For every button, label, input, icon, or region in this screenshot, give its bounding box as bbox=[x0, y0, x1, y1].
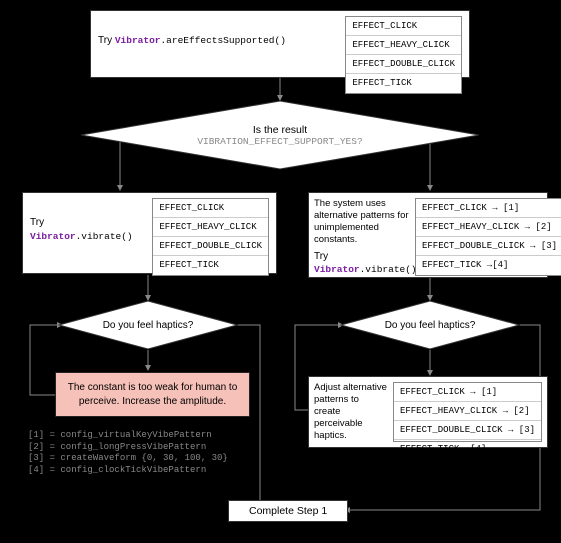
effects-list-top: EFFECT_CLICK EFFECT_HEAVY_CLICK EFFECT_D… bbox=[345, 16, 462, 94]
decision-line1: Is the result bbox=[253, 124, 307, 136]
alt-text: The system uses alternative patterns for… bbox=[314, 198, 409, 246]
effect-item: EFFECT_TICK →[4] bbox=[394, 440, 541, 458]
effect-item: EFFECT_TICK →[4] bbox=[416, 256, 561, 274]
decision-line2: VIBRATION_EFFECT_SUPPORT_YES? bbox=[197, 136, 362, 147]
effect-item: EFFECT_TICK bbox=[346, 74, 461, 92]
code-method: .vibrate() bbox=[76, 231, 133, 242]
final-text: Complete Step 1 bbox=[249, 505, 327, 517]
adjust-text: Adjust alternative patterns to create pe… bbox=[314, 382, 387, 442]
legend-item: [1] = config_virtualKeyVibePattern bbox=[28, 430, 228, 442]
effect-item: EFFECT_HEAVY_CLICK bbox=[153, 218, 268, 237]
code-class: Vibrator bbox=[314, 264, 360, 275]
decision-support-yes: Is the result VIBRATION_EFFECT_SUPPORT_Y… bbox=[80, 100, 480, 170]
legend: [1] = config_virtualKeyVibePattern [2] =… bbox=[28, 430, 228, 477]
effect-item: EFFECT_HEAVY_CLICK → [2] bbox=[416, 218, 561, 237]
node-adjust-patterns: Adjust alternative patterns to create pe… bbox=[308, 376, 548, 448]
node-complete-step: Complete Step 1 bbox=[228, 500, 348, 522]
effect-item: EFFECT_HEAVY_CLICK → [2] bbox=[394, 402, 541, 421]
node-alt-patterns: The system uses alternative patterns for… bbox=[308, 192, 548, 278]
code-method: .areEffectsSupported() bbox=[160, 35, 285, 46]
effect-item: EFFECT_DOUBLE_CLICK bbox=[153, 237, 268, 256]
effect-item: EFFECT_CLICK bbox=[153, 199, 268, 218]
legend-item: [3] = createWaveform {0, 30, 100, 30} bbox=[28, 453, 228, 465]
effects-list-right: EFFECT_CLICK → [1] EFFECT_HEAVY_CLICK → … bbox=[415, 198, 561, 276]
effect-item: EFFECT_DOUBLE_CLICK → [3] bbox=[394, 421, 541, 440]
decision-feel-haptics-right: Do you feel haptics? bbox=[340, 300, 520, 350]
decision-text: Do you feel haptics? bbox=[103, 320, 194, 331]
decision-feel-haptics-left: Do you feel haptics? bbox=[58, 300, 238, 350]
code-class: Vibrator bbox=[115, 35, 161, 46]
effect-item: EFFECT_TICK bbox=[153, 256, 268, 274]
effects-list-adjust: EFFECT_CLICK → [1] EFFECT_HEAVY_CLICK → … bbox=[393, 382, 542, 442]
legend-item: [4] = config_clockTickVibePattern bbox=[28, 465, 228, 477]
effect-item: EFFECT_DOUBLE_CLICK → [3] bbox=[416, 237, 561, 256]
effect-item: EFFECT_CLICK → [1] bbox=[416, 199, 561, 218]
node-try-vibrate-left: Try Vibrator.vibrate() EFFECT_CLICK EFFE… bbox=[22, 192, 277, 274]
effect-item: EFFECT_CLICK bbox=[346, 17, 461, 36]
effect-item: EFFECT_CLICK → [1] bbox=[394, 383, 541, 402]
warn-text: The constant is too weak for human to pe… bbox=[63, 381, 242, 408]
code-class: Vibrator bbox=[30, 231, 76, 242]
text-try: Try bbox=[30, 216, 133, 230]
text-try: Try bbox=[314, 251, 328, 262]
decision-text: Do you feel haptics? bbox=[385, 320, 476, 331]
effect-item: EFFECT_DOUBLE_CLICK bbox=[346, 55, 461, 74]
legend-item: [2] = config_longPressVibePattern bbox=[28, 442, 228, 454]
text-try: Try bbox=[98, 35, 115, 46]
effects-list-left: EFFECT_CLICK EFFECT_HEAVY_CLICK EFFECT_D… bbox=[152, 198, 269, 276]
effect-item: EFFECT_HEAVY_CLICK bbox=[346, 36, 461, 55]
code-method: .vibrate() bbox=[360, 264, 417, 275]
node-try-supported: Try Vibrator.areEffectsSupported() EFFEC… bbox=[90, 10, 470, 78]
node-weak-warning: The constant is too weak for human to pe… bbox=[55, 372, 250, 417]
